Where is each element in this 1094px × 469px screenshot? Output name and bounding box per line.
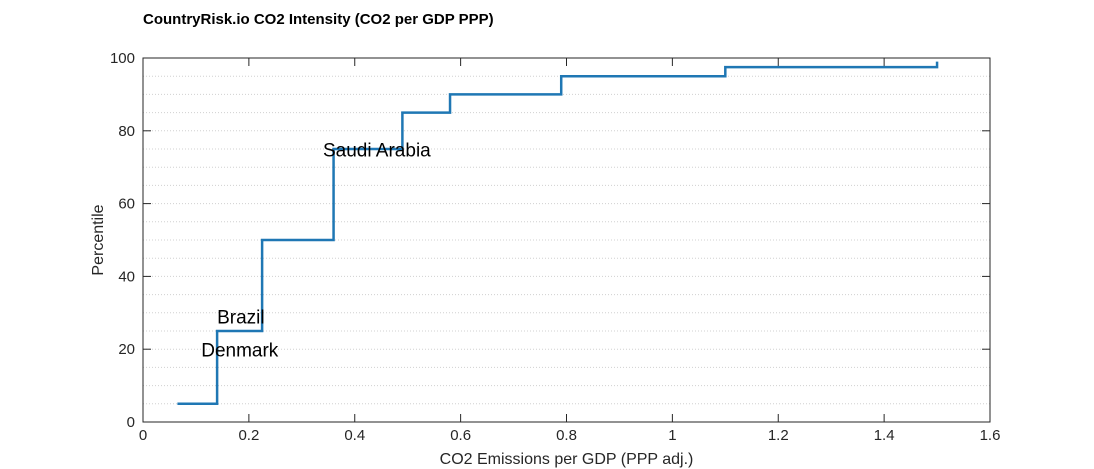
x-tick-label: 0.2 — [238, 427, 259, 444]
series-line — [177, 61, 939, 406]
y-tick-label: 0 — [127, 414, 135, 431]
series-layer — [177, 61, 939, 406]
x-tick-label: 1.2 — [768, 427, 789, 444]
x-tick-label: 0.8 — [556, 427, 577, 444]
grid — [143, 75, 990, 405]
x-axis-label: CO2 Emissions per GDP (PPP adj.) — [440, 451, 694, 468]
x-tick-label: 0.4 — [344, 427, 365, 444]
x-tick-label: 1.6 — [980, 427, 1001, 444]
y-tick-label: 60 — [118, 196, 135, 213]
x-tick-label: 1 — [668, 427, 676, 444]
axis-ticks: 0 0.2 0.4 0.6 0.8 1 1.2 1.4 1.6 0 20 40 60 80 100 — [110, 50, 1000, 444]
x-tick-label: 0 — [139, 427, 147, 444]
y-axis-label: Percentile — [90, 204, 107, 275]
annotations: Saudi Arabia Brazil Denmark — [201, 140, 431, 361]
y-tick-label: 20 — [118, 341, 135, 358]
y-tick-label: 100 — [110, 50, 135, 67]
chart-title: CountryRisk.io CO2 Intensity (CO2 per GD… — [143, 11, 494, 28]
annotation-label: Saudi Arabia — [323, 140, 431, 161]
y-tick-label: 80 — [118, 123, 135, 140]
annotation-label: Brazil — [217, 308, 265, 329]
x-tick-label: 0.6 — [450, 427, 471, 444]
y-tick-label: 40 — [118, 268, 135, 285]
x-tick-label: 1.4 — [874, 427, 895, 444]
annotation-label: Denmark — [201, 340, 279, 361]
